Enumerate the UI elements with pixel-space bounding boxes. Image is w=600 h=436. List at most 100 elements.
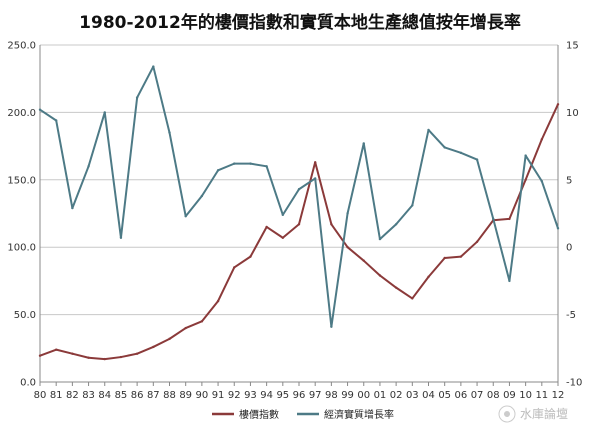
x-tick-label: 99 — [341, 390, 354, 401]
series-1-point — [411, 297, 414, 300]
series-2-point — [168, 131, 171, 134]
series-1-point — [459, 255, 463, 258]
series-2-point — [265, 165, 268, 168]
x-tick-label: 97 — [309, 390, 322, 401]
legend-label-2: 經濟實質增長率 — [324, 408, 394, 421]
series-2-point — [313, 177, 317, 180]
series-2-point — [362, 142, 365, 145]
x-tick-label: 94 — [260, 390, 273, 401]
y-left-tick-label: 250.0 — [7, 41, 36, 52]
x-tick-label: 08 — [487, 390, 500, 401]
y-left-tick-label: 50.0 — [14, 310, 36, 321]
x-tick-label: 85 — [115, 390, 128, 401]
gridlines — [40, 44, 558, 383]
series-2-point — [394, 223, 398, 226]
x-tick-label: 91 — [212, 390, 225, 401]
series-2-point — [443, 146, 446, 149]
y-right-tick-label: 10 — [566, 108, 579, 119]
watermark: 水庫論壇 — [498, 405, 568, 423]
series-2-point — [200, 194, 204, 198]
series-1-point — [233, 266, 236, 269]
x-tick-label: 06 — [455, 390, 468, 401]
series-2-point — [184, 214, 187, 218]
series-2-point — [524, 154, 527, 157]
chart-title: 1980-2012年的樓價指數和實質本地生產總值按年增長率 — [79, 12, 521, 33]
series-2-point — [38, 108, 42, 111]
x-tick-label: 93 — [244, 390, 257, 401]
series-1-point — [508, 217, 511, 221]
y-left-tick-label: 200.0 — [7, 108, 36, 119]
series-lines — [38, 65, 560, 361]
series-1-point — [135, 352, 139, 355]
x-tick-label: 89 — [179, 390, 192, 401]
x-tick-label: 04 — [422, 390, 435, 401]
series-1-point — [119, 355, 123, 359]
series-1-point — [152, 345, 155, 349]
series-1-point — [265, 225, 268, 229]
x-tick-label: 09 — [503, 390, 516, 401]
y-left-tick-label: 150.0 — [7, 175, 36, 186]
watermark-icon-dot — [504, 411, 510, 417]
series-2-point — [87, 165, 90, 168]
series-1-point — [427, 275, 430, 279]
series-2-point — [427, 128, 430, 132]
series-1-point — [330, 223, 333, 226]
series-1-point — [200, 320, 204, 323]
series-1-point — [475, 240, 479, 244]
series-1-point — [313, 161, 317, 164]
series-1-point — [281, 236, 285, 239]
series-1-point — [297, 223, 301, 226]
x-tick-label: 92 — [228, 390, 241, 401]
series-2-point — [411, 204, 414, 207]
series-2-point — [54, 119, 58, 122]
series-2-point — [119, 236, 123, 239]
x-tick-label: 10 — [519, 390, 532, 401]
x-tick-label: 95 — [276, 390, 289, 401]
series-1-point — [540, 138, 544, 141]
x-tick-label: 88 — [163, 390, 176, 401]
x-tick-label: 00 — [357, 390, 370, 401]
series-2-point — [540, 179, 544, 183]
y-right-tick-label: -5 — [566, 310, 576, 321]
series-1-point — [103, 357, 106, 361]
x-tick-label: 96 — [293, 390, 306, 401]
y-left-tick-label: 0.0 — [20, 378, 36, 389]
series-2-point — [249, 162, 252, 165]
series-2-point — [492, 217, 495, 221]
x-tick-label: 11 — [535, 390, 548, 401]
series-2-point — [135, 96, 139, 99]
series-1-point — [38, 354, 42, 357]
series-2-point — [508, 279, 511, 283]
x-tick-label: 83 — [82, 390, 95, 401]
series-1-point — [378, 274, 382, 277]
x-tick-label: 86 — [131, 390, 144, 401]
series-2-point — [216, 169, 220, 172]
series-1-point — [556, 103, 560, 106]
x-tick-label: 07 — [471, 390, 484, 401]
series-2-point — [346, 212, 349, 215]
x-tick-label: 84 — [98, 390, 111, 401]
x-tick-label: 90 — [196, 390, 209, 401]
y-right-tick-label: 5 — [566, 175, 572, 186]
legend-label-1: 樓價指數 — [239, 408, 279, 421]
series-1-point — [394, 286, 398, 289]
series-2-point — [459, 151, 463, 155]
x-tick-label: 98 — [325, 390, 338, 401]
x-tick-label: 87 — [147, 390, 160, 401]
x-tick-label: 12 — [552, 390, 565, 401]
series-1-point — [184, 326, 187, 330]
series-1-point — [524, 178, 527, 181]
x-tick-label: 05 — [438, 390, 451, 401]
series-2-point — [233, 162, 236, 165]
series-2-point — [103, 111, 106, 114]
series-2-point — [297, 188, 301, 191]
series-1-point — [249, 255, 252, 258]
x-tick-label: 81 — [50, 390, 63, 401]
series-1-point — [54, 348, 58, 351]
x-tick-label: 80 — [34, 390, 47, 401]
y-left-tick-label: 100.0 — [7, 243, 36, 254]
series-2-point — [330, 325, 333, 328]
y-right-tick-label: -10 — [566, 378, 582, 389]
series-1-point — [346, 246, 349, 249]
